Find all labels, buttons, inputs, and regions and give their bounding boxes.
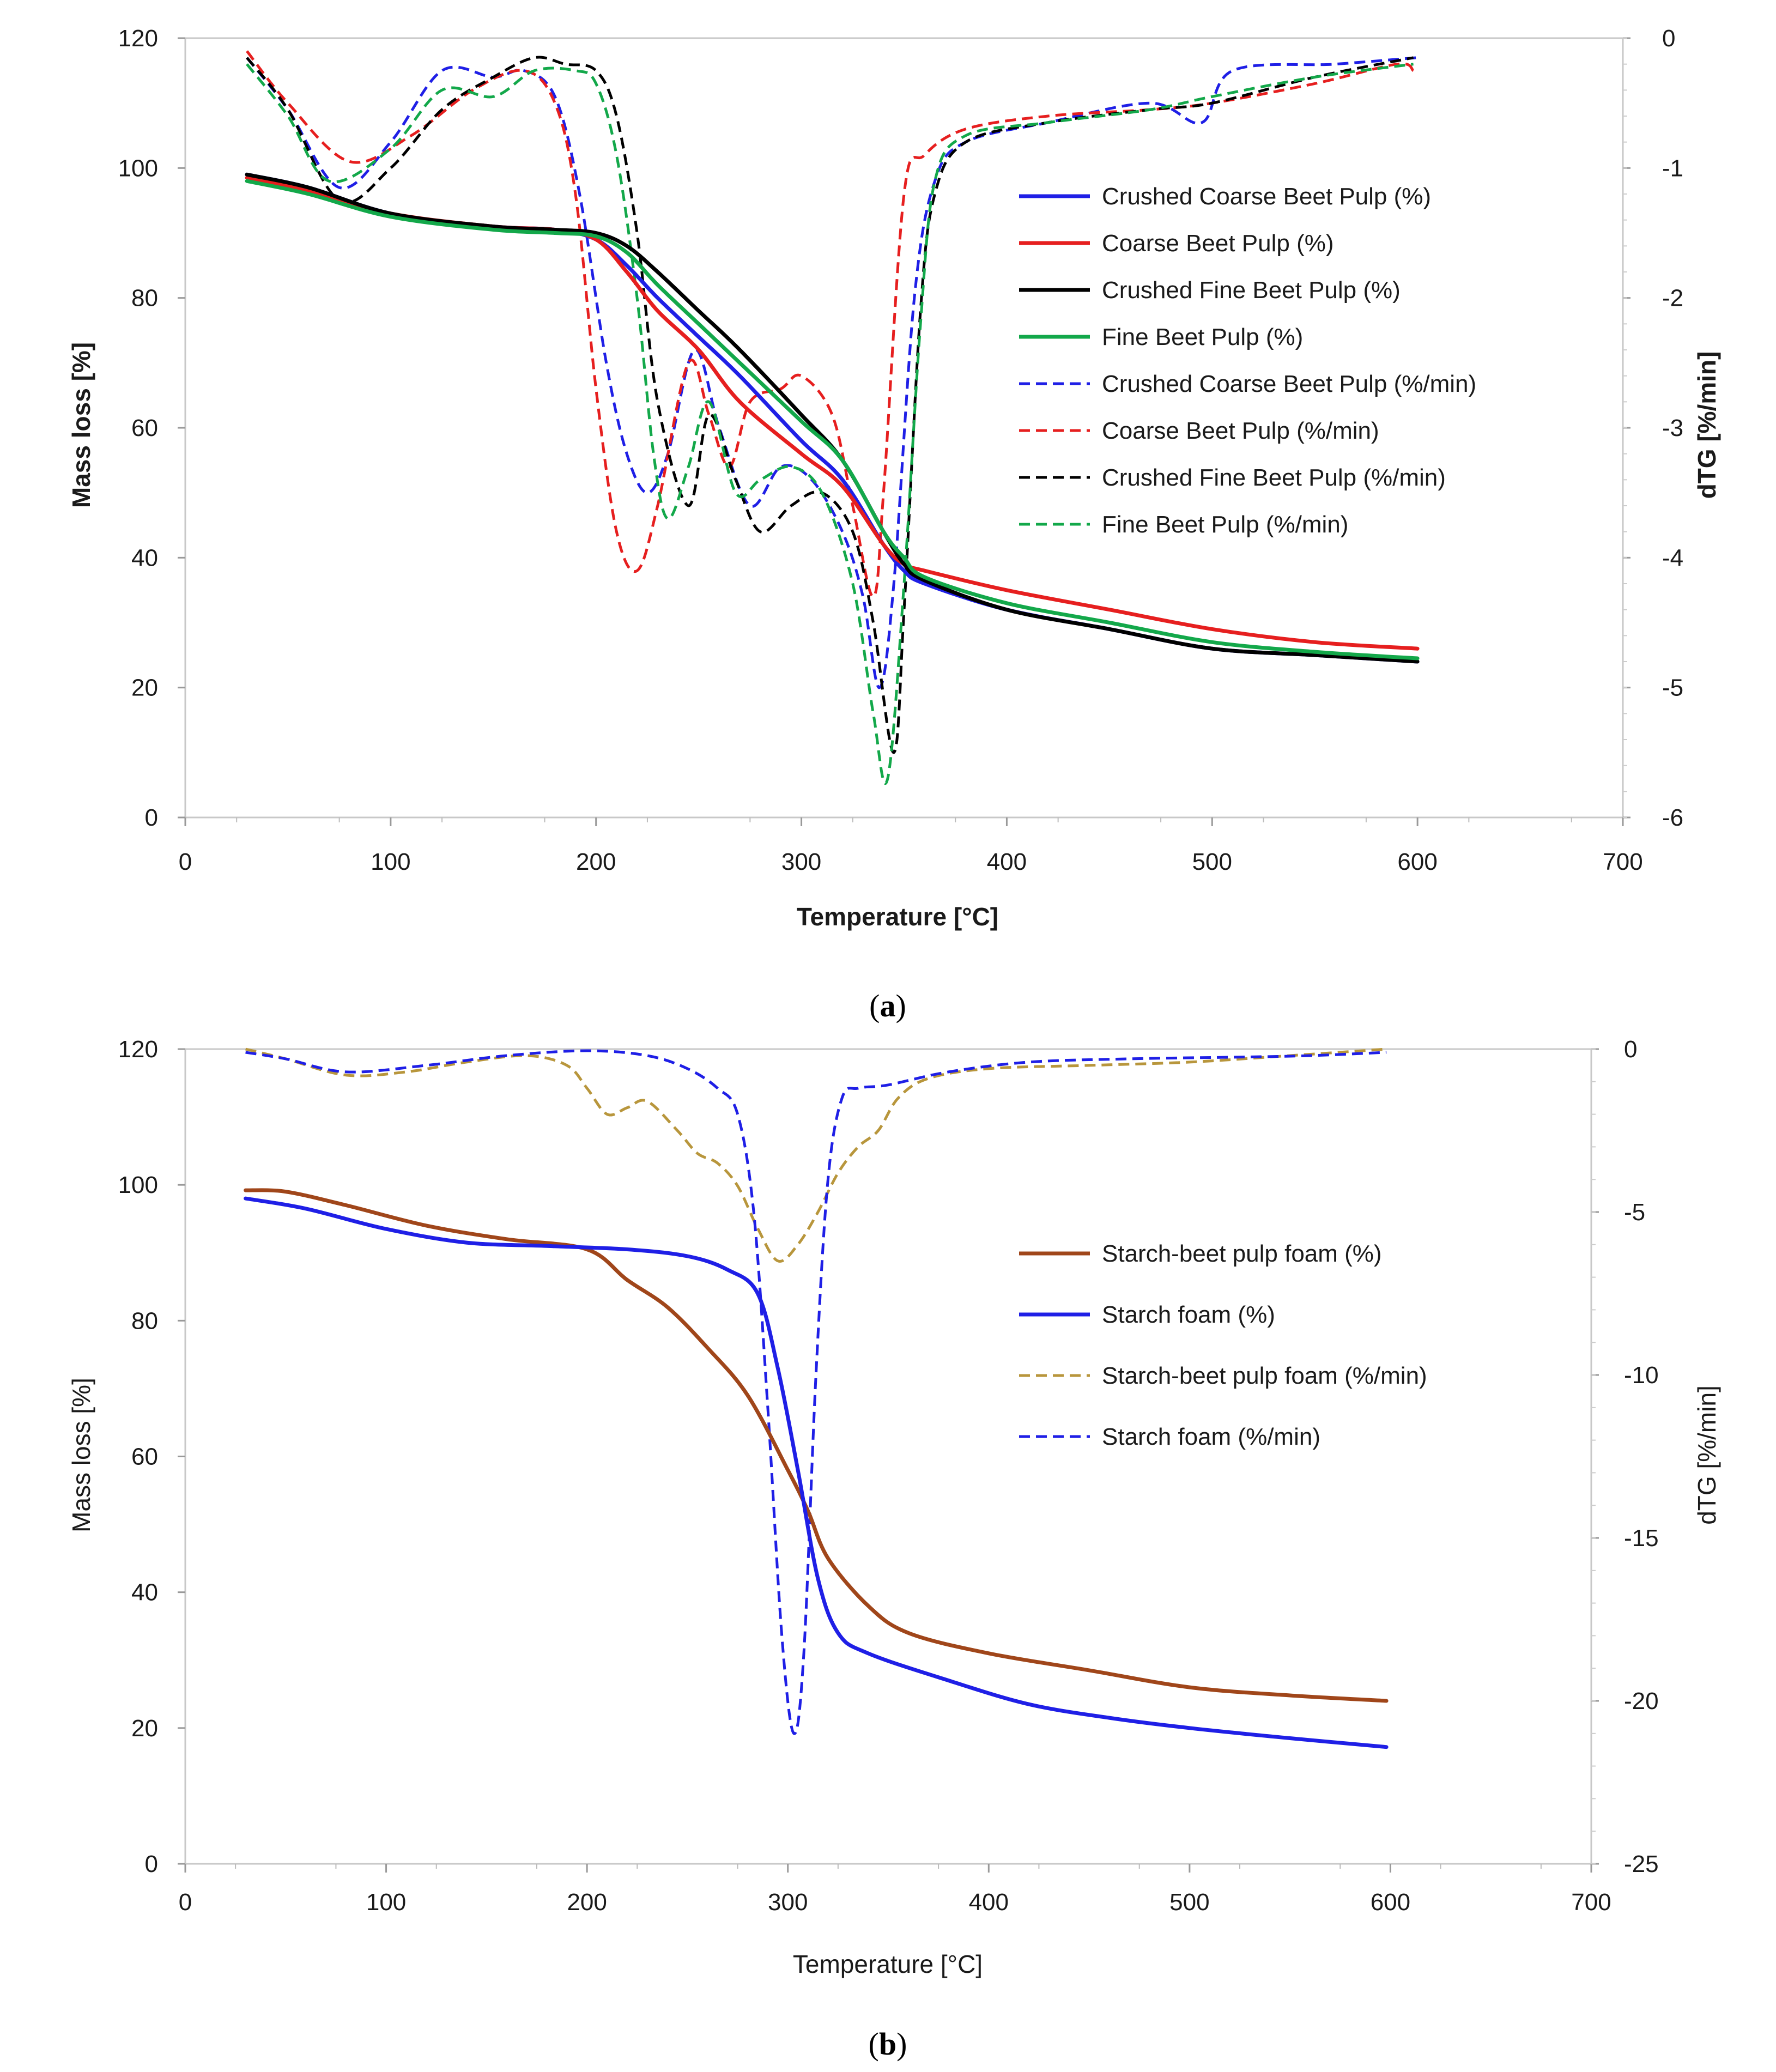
chart-b-y-tick-label: 20 (131, 1715, 158, 1742)
chart-a-x-tick-label: 400 (987, 849, 1027, 875)
chart-a-x-tick-label: 0 (179, 849, 192, 875)
chart-b-y2-tick-label: -15 (1624, 1525, 1659, 1552)
chart-b-y-tick-label: 120 (118, 1036, 158, 1063)
chart-a-y2-tick-label: -4 (1662, 544, 1683, 571)
chart-a-x-tick-label: 300 (781, 849, 821, 875)
chart-a-y2-axis-label: dTG [%/min] (1693, 352, 1721, 499)
chart-a-caption-close: ) (896, 988, 906, 1023)
chart-b-y-axis-label: Mass loss [%] (67, 1378, 95, 1532)
chart-a-y2-tick-label: -2 (1662, 285, 1683, 312)
chart-a-series-line-6 (246, 50, 1415, 598)
chart-b-x-tick-label: 600 (1371, 1889, 1410, 1916)
chart-a-x-tick-label: 200 (576, 849, 616, 875)
chart-b-caption-close: ) (896, 2026, 907, 2062)
chart-a-x-axis-label: Temperature [°C] (797, 902, 998, 931)
chart-a-y-tick-label: 40 (131, 544, 158, 571)
chart-b-series-line-1 (244, 1188, 1389, 1703)
chart-b-y-tick-label: 100 (118, 1172, 158, 1198)
chart-b-plot: 0 100 200 300 400 500 600 700 0 20 40 60 80 100 120 -25… (118, 1036, 1659, 1916)
chart-a-y2-tick-label: -6 (1662, 804, 1683, 831)
chart-b-series-line-2 (244, 1196, 1389, 1749)
chart-a-legend-label: Fine Beet Pulp (%/min) (1102, 511, 1348, 538)
chart-a-caption: (a) (869, 988, 906, 1023)
chart-b-legend-label: Starch-beet pulp foam (%/min) (1102, 1362, 1427, 1389)
chart-a-caption-open: ( (869, 988, 880, 1023)
chart-b-caption: (b) (869, 2026, 907, 2062)
chart-a-y-tick-label: 100 (118, 155, 158, 181)
chart-b-x-tick-label: 0 (179, 1889, 192, 1916)
chart-a-y-tick-label: 120 (118, 25, 158, 52)
chart-a-y-tick-label: 0 (145, 804, 158, 831)
chart-a-legend-label: Crushed Fine Beet Pulp (%) (1102, 277, 1401, 304)
chart-a-legend-label: Crushed Fine Beet Pulp (%/min) (1102, 464, 1446, 491)
chart-a-series-line-4 (245, 179, 1420, 661)
chart-a-y-tick-label: 20 (131, 675, 158, 701)
chart-b-x-axis-label: Temperature [°C] (793, 1950, 983, 1978)
chart-a-series-line-8 (246, 63, 1414, 785)
chart-b-x-tick-label: 200 (567, 1889, 607, 1916)
chart-a-y-tick-label: 80 (131, 285, 158, 312)
chart-a-y2-tick-label: -3 (1662, 415, 1683, 441)
chart-b-y-tick-label: 60 (131, 1444, 158, 1470)
chart-b-y-tick-label: 80 (131, 1307, 158, 1334)
chart-b-x-tick-label: 400 (969, 1889, 1009, 1916)
chart-b-y-tick-label: 0 (145, 1851, 158, 1877)
chart-a-x-tick-label: 500 (1192, 849, 1232, 875)
chart-b-y-tick-label: 40 (131, 1579, 158, 1606)
chart-b-y2-tick-label: 0 (1624, 1036, 1637, 1063)
chart-a-legend-label: Crushed Coarse Beet Pulp (%/min) (1102, 371, 1476, 397)
chart-a-y2-tick-label: -1 (1662, 155, 1683, 181)
chart-b-legend-label: Starch-beet pulp foam (%) (1102, 1240, 1382, 1267)
chart-a-y2-tick-label: 0 (1662, 25, 1675, 52)
chart-b-y2-tick-label: -10 (1624, 1362, 1659, 1389)
chart-a-x-tick-label: 100 (371, 849, 410, 875)
chart-a-legend: Crushed Coarse Beet Pulp (%) Coarse Beet … (1019, 183, 1476, 538)
chart-a-caption-letter: a (880, 988, 896, 1023)
chart-b-x-tick-label: 300 (768, 1889, 808, 1916)
chart-b-x-tick-label: 100 (366, 1889, 406, 1916)
chart-b-caption-letter: b (879, 2026, 896, 2062)
chart-a-legend-label: Crushed Coarse Beet Pulp (%) (1102, 183, 1431, 210)
chart-b-y2-tick-label: -5 (1624, 1199, 1645, 1226)
chart-b-y2-tick-label: -25 (1624, 1851, 1659, 1877)
chart-a-plot: 0 100 200 300 400 500 600 700 0 20 40 60 80 100 120 -6 -… (118, 25, 1684, 875)
chart-a-legend-label: Coarse Beet Pulp (%) (1102, 230, 1334, 257)
chart-a-y-tick-label: 60 (131, 415, 158, 441)
chart-b-series-line-4 (245, 1049, 1387, 1735)
chart-a-x-tick-label: 700 (1603, 849, 1642, 875)
chart-b-x-tick-label: 500 (1169, 1889, 1209, 1916)
chart-b-legend-label: Starch foam (%/min) (1102, 1423, 1320, 1450)
chart-a-series-line-3 (245, 172, 1420, 664)
chart-a-legend-label: Coarse Beet Pulp (%/min) (1102, 417, 1379, 444)
chart-b-y2-tick-label: -20 (1624, 1688, 1659, 1714)
chart-a-legend-label: Fine Beet Pulp (%) (1102, 324, 1303, 350)
chart-a-y2-tick-label: -5 (1662, 675, 1683, 701)
chart-b-legend-label: Starch foam (%) (1102, 1301, 1275, 1328)
chart-a-x-tick-label: 600 (1397, 849, 1437, 875)
chart-b-y2-axis-label: dTG [%/min] (1693, 1385, 1721, 1525)
chart-a-series-line-7 (246, 56, 1414, 754)
chart-a-y-axis-label: Mass loss [%] (67, 342, 95, 508)
chart-b-legend: Starch-beet pulp foam (%) Starch foam (%)… (1019, 1240, 1427, 1450)
chart-b-caption-open: ( (869, 2026, 879, 2062)
chart-b-x-tick-label: 700 (1571, 1889, 1611, 1916)
chart-a: 0 100 200 300 400 500 600 700 0 20 40 60 80 100 120 -6 -… (67, 25, 1721, 1023)
chart-b: 0 100 200 300 400 500 600 700 0 20 40 60 80 100 120 -25… (67, 1036, 1721, 2062)
